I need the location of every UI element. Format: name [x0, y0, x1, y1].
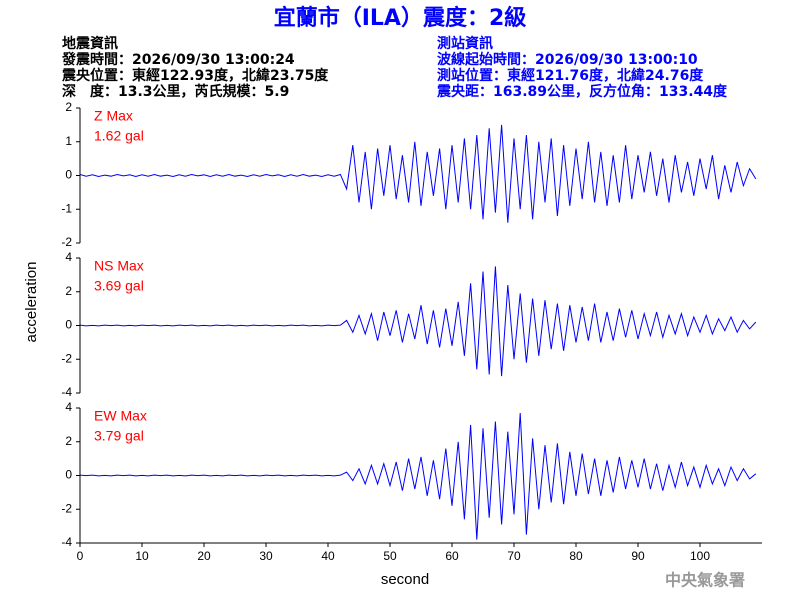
footer: 中央氣象署	[665, 571, 745, 590]
trace-max: 3.79 gal	[94, 428, 144, 444]
info-right: 測站資訊	[437, 35, 493, 52]
x-tick-label: 70	[507, 549, 521, 563]
x-tick-label: 60	[445, 549, 459, 563]
info-right: 波線起始時間：2026/09/30 13:00:10	[437, 51, 698, 68]
y-tick-label: 2	[65, 100, 72, 114]
info-left: 發震時間：2026/09/30 13:00:24	[61, 51, 295, 68]
trace-name: NS Max	[94, 258, 144, 274]
y-tick-label: 0	[65, 318, 72, 332]
info-left: 地震資訊	[62, 35, 118, 52]
y-tick-label: 1	[65, 134, 72, 148]
trace-name: EW Max	[94, 408, 147, 424]
info-left: 深 度：13.3公里，芮氏規模：5.9	[62, 83, 289, 100]
y-tick-label: -4	[61, 535, 72, 549]
y-tick-label: 0	[65, 468, 72, 482]
info-right: 測站位置：東經121.76度，北緯24.76度	[437, 67, 704, 84]
y-tick-label: 2	[65, 284, 72, 298]
y-tick-label: -2	[61, 351, 72, 365]
x-tick-label: 10	[135, 549, 149, 563]
x-tick-label: 20	[197, 549, 211, 563]
y-tick-label: -2	[61, 235, 72, 249]
y-tick-label: 2	[65, 434, 72, 448]
x-tick-label: 0	[77, 549, 84, 563]
info-right: 震央距：163.89公里，反方位角：133.44度	[436, 83, 728, 100]
x-tick-label: 50	[383, 549, 397, 563]
waveform	[79, 266, 757, 377]
waveform	[79, 124, 757, 223]
waveform	[79, 413, 757, 540]
x-axis-label: second	[381, 571, 429, 588]
x-tick-label: 90	[631, 549, 645, 563]
x-tick-label: 40	[321, 549, 335, 563]
title: 宜蘭市（ILA）震度：2級	[274, 5, 527, 31]
y-tick-label: -1	[61, 201, 72, 215]
trace-max: 3.69 gal	[94, 278, 144, 294]
y-axis-label: acceleration	[23, 262, 40, 343]
info-left: 震央位置：東經122.93度，北緯23.75度	[61, 67, 329, 84]
x-tick-label: 80	[569, 549, 583, 563]
y-tick-label: 4	[65, 250, 72, 264]
x-tick-label: 30	[259, 549, 273, 563]
y-tick-label: 0	[65, 168, 72, 182]
y-tick-label: 4	[65, 400, 72, 414]
y-tick-label: -2	[61, 501, 72, 515]
trace-max: 1.62 gal	[94, 128, 144, 144]
trace-name: Z Max	[94, 108, 133, 124]
x-tick-label: 100	[690, 549, 710, 563]
y-tick-label: -4	[61, 385, 72, 399]
